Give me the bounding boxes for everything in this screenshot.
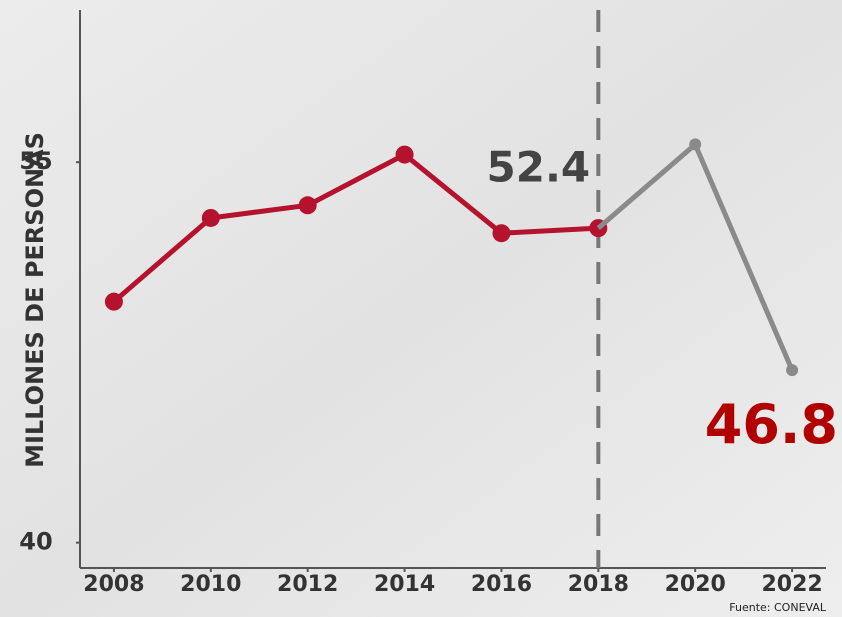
line [112,152,599,304]
point [786,364,799,377]
point [104,292,123,311]
x-tick-label: 2020 [665,572,726,597]
y-tick-label: 40 [19,528,52,556]
x-tick-label: 2010 [180,572,241,597]
x-tick-label: 2008 [83,572,144,597]
point [201,208,220,227]
point [395,145,414,164]
x-tick-label: 2016 [471,572,532,597]
x-tick-label: 2012 [277,572,338,597]
y-tick-label: 55 [19,147,52,175]
point [689,138,702,151]
data-label: 46.8 [705,393,838,456]
data-label: 52.4 [487,143,591,192]
source: Fuente: CONEVAL [729,601,827,614]
point [492,224,511,243]
x-tick-label: 2018 [568,572,629,597]
x-tick-label: 2022 [761,572,822,597]
y-axis-label: MILLONES DE PERSONAS [21,132,49,468]
x-tick-label: 2014 [374,572,435,597]
point [298,196,317,215]
